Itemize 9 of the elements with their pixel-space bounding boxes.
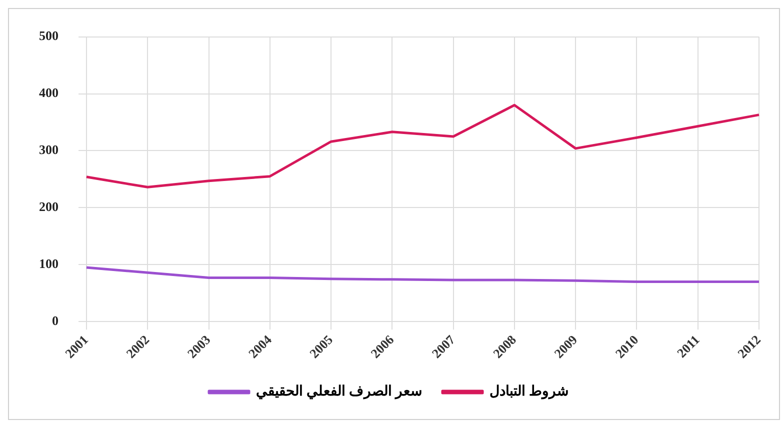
y-tick-label: 300 xyxy=(39,142,58,158)
y-tick-label: 0 xyxy=(52,312,58,328)
x-tick-label: 2011 xyxy=(674,332,702,360)
y-tick-label: 200 xyxy=(39,199,58,214)
y-tick-label: 500 xyxy=(39,28,58,44)
y-tick-label: 100 xyxy=(39,256,58,271)
legend-label: شروط التبادل xyxy=(490,384,569,400)
y-tick-label: 400 xyxy=(39,85,58,100)
legend-label: سعر الصرف الفعلي الحقيقي xyxy=(256,384,422,400)
